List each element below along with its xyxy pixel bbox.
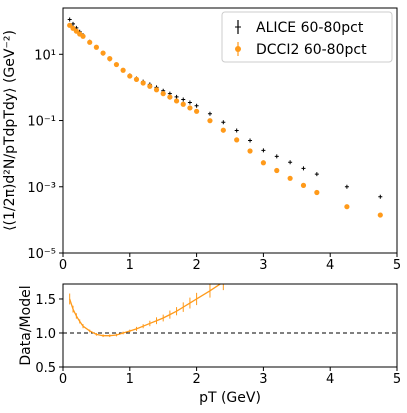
- data-point: [300, 182, 307, 188]
- y-tick-label: 0.5: [35, 361, 56, 376]
- data-point: [107, 56, 113, 62]
- x-tick-label: 4: [326, 258, 334, 273]
- data-point: [160, 91, 166, 97]
- x-tick-label: 1: [126, 372, 134, 387]
- y-tick-label: 1.0: [35, 327, 56, 342]
- plot-area: [63, 284, 397, 338]
- data-point: [174, 94, 179, 99]
- data-point: [314, 189, 320, 196]
- data-point: [344, 204, 350, 210]
- plot-area: [67, 17, 383, 218]
- data-point: [173, 98, 180, 104]
- data-point: [87, 39, 93, 45]
- data-point: [314, 172, 319, 177]
- legend-marker: [235, 46, 241, 52]
- x-tick-label: 1: [126, 258, 134, 273]
- x-tick-label: 4: [326, 372, 334, 387]
- x-tick-label: 0: [59, 258, 67, 273]
- y-tick-label: 10⁻³: [27, 181, 56, 196]
- x-tick-label: 0: [59, 372, 67, 387]
- data-point: [153, 87, 160, 93]
- x-tick-label: 3: [259, 258, 267, 273]
- data-point: [261, 148, 266, 153]
- x-axis-label: pT (GeV): [199, 390, 261, 406]
- data-point: [301, 166, 306, 171]
- data-point: [344, 184, 349, 189]
- data-point: [274, 167, 280, 174]
- x-tick-label: 5: [393, 258, 401, 273]
- data-point: [93, 44, 99, 50]
- data-point: [167, 94, 173, 100]
- x-tick-label: 5: [393, 372, 401, 387]
- y-tick-label: 1.5: [35, 293, 56, 308]
- data-point: [147, 83, 153, 89]
- data-point: [260, 160, 266, 166]
- data-point: [180, 101, 186, 107]
- y-axis-label: ⟨(1/2π)d²N/pTdpTdy⟩ (GeV⁻²): [2, 30, 18, 231]
- data-point: [207, 118, 213, 124]
- data-point: [221, 120, 226, 125]
- data-point: [274, 154, 279, 159]
- data-point: [207, 111, 212, 116]
- data-point: [80, 33, 86, 39]
- axes-frame: [62, 7, 398, 254]
- data-point: [234, 128, 239, 133]
- data-point: [247, 148, 253, 154]
- data-point: [194, 108, 200, 114]
- data-point: [378, 194, 383, 199]
- legend: ALICE 60-80pct DCCI2 60-80pct: [221, 11, 393, 63]
- data-point: [100, 50, 106, 56]
- data-point: [187, 100, 192, 105]
- data-point: [287, 175, 293, 181]
- axes-frame: [62, 283, 398, 368]
- x-tick-label: 2: [192, 258, 200, 273]
- data-point: [127, 73, 133, 79]
- data-point: [194, 103, 199, 108]
- data-point: [220, 127, 226, 133]
- data-point: [377, 212, 383, 218]
- data-point: [288, 160, 293, 165]
- data-point: [181, 97, 186, 102]
- data-point: [120, 67, 126, 73]
- y-tick-label: 10⁻⁵: [27, 247, 56, 262]
- y-axis-label: Data/Model: [18, 285, 34, 365]
- data-point: [140, 80, 146, 86]
- data-point: [67, 22, 73, 28]
- ratio-line: [69, 284, 222, 337]
- data-point: [113, 61, 120, 68]
- x-tick-label: 2: [192, 372, 200, 387]
- x-tick-label: 3: [259, 372, 267, 387]
- legend-frame: [221, 11, 393, 63]
- data-point: [234, 137, 240, 143]
- data-point: [187, 105, 193, 111]
- data-point: [67, 17, 72, 22]
- y-tick-label: 10¹: [34, 48, 56, 63]
- legend-label: DCCI2 60-80pct: [256, 42, 367, 58]
- y-tick-label: 10⁻¹: [27, 115, 56, 130]
- data-point: [133, 76, 140, 82]
- legend-label: ALICE 60-80pct: [256, 20, 364, 36]
- data-point: [248, 138, 253, 143]
